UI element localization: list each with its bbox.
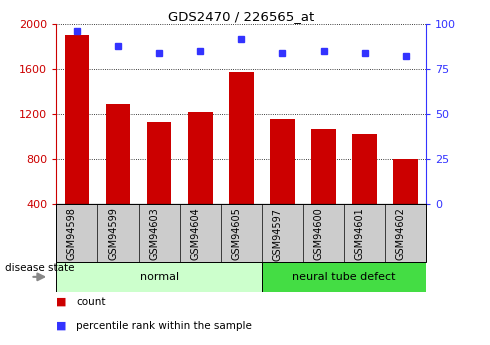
Bar [65, 35, 89, 204]
Text: count: count [76, 297, 105, 307]
Bar [106, 104, 130, 204]
Bar [262, 262, 426, 292]
Text: GSM94600: GSM94600 [314, 208, 323, 260]
Bar [188, 112, 213, 204]
Text: percentile rank within the sample: percentile rank within the sample [76, 321, 252, 331]
Text: GSM94604: GSM94604 [190, 208, 200, 260]
Bar [311, 129, 336, 204]
Bar [352, 134, 377, 204]
Text: GSM94597: GSM94597 [272, 208, 282, 260]
FancyBboxPatch shape [56, 204, 426, 262]
Text: GSM94599: GSM94599 [108, 208, 118, 260]
Text: GSM94601: GSM94601 [355, 208, 365, 260]
Text: normal: normal [140, 272, 179, 282]
Bar [393, 159, 418, 204]
Text: GSM94605: GSM94605 [231, 208, 242, 260]
Bar [229, 72, 254, 204]
Bar [270, 119, 295, 204]
Text: GSM94603: GSM94603 [149, 208, 159, 260]
Title: GDS2470 / 226565_at: GDS2470 / 226565_at [168, 10, 315, 23]
Bar [147, 122, 172, 204]
Text: neural tube defect: neural tube defect [293, 272, 396, 282]
Text: GSM94602: GSM94602 [396, 208, 406, 260]
Text: ■: ■ [56, 321, 67, 331]
Text: disease state: disease state [5, 263, 74, 273]
Text: GSM94598: GSM94598 [67, 208, 77, 260]
Text: ■: ■ [56, 297, 67, 307]
Bar [56, 262, 262, 292]
